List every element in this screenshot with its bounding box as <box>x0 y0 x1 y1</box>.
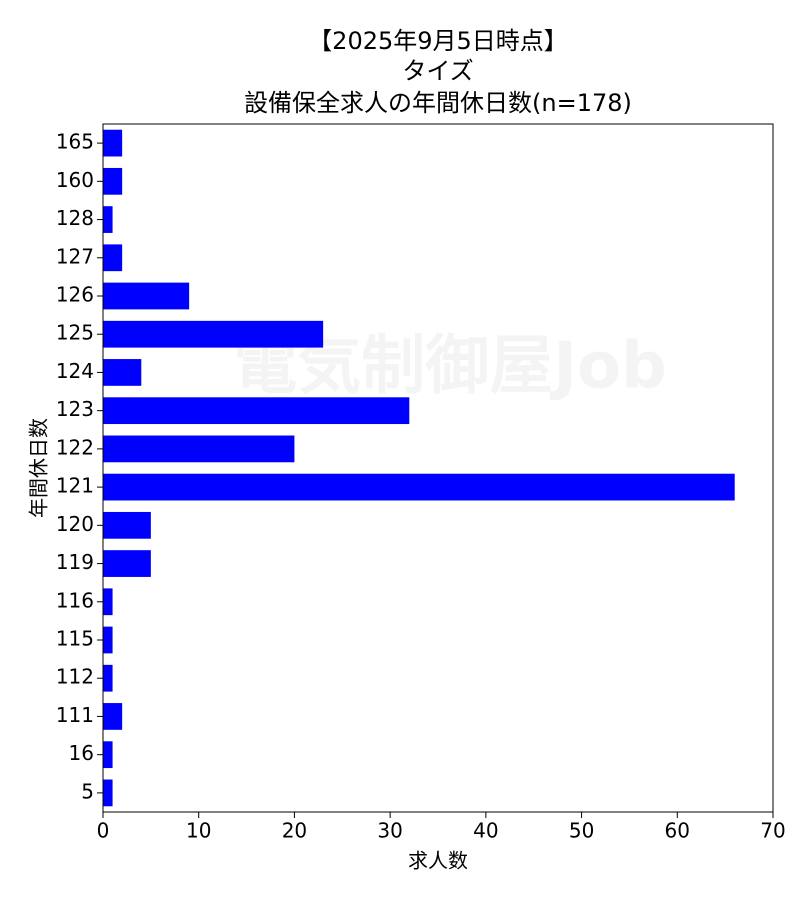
bar <box>103 397 410 425</box>
bar <box>103 435 295 463</box>
x-tick-label: 20 <box>282 819 307 843</box>
bar <box>103 129 123 157</box>
y-tick-label: 16 <box>69 741 94 765</box>
y-axis-label: 年間休日数 <box>27 418 51 518</box>
bar <box>103 359 142 386</box>
chart-title: 【2025年9月5日時点】 <box>308 27 568 55</box>
y-tick-label: 119 <box>56 550 94 574</box>
bar <box>103 511 151 539</box>
y-tick-label: 5 <box>81 779 94 803</box>
y-tick-label: 121 <box>56 474 94 498</box>
x-tick-label: 60 <box>665 819 690 843</box>
y-tick-label: 124 <box>56 359 94 383</box>
bar <box>103 206 113 233</box>
y-tick-label: 123 <box>56 397 94 421</box>
y-tick-label: 112 <box>56 665 94 689</box>
bar <box>103 167 123 195</box>
x-tick-label: 40 <box>473 819 498 843</box>
y-tick-label: 165 <box>56 130 94 154</box>
y-tick-label: 127 <box>56 244 94 268</box>
bar <box>103 320 324 348</box>
x-axis-label: 求人数 <box>408 849 468 873</box>
y-tick-label: 160 <box>56 168 94 192</box>
x-tick-label: 10 <box>186 819 211 843</box>
x-tick-label: 50 <box>569 819 594 843</box>
y-tick-label: 128 <box>56 206 94 230</box>
chart-title: 設備保全求人の年間休日数(n=178) <box>244 89 632 117</box>
y-tick-label: 120 <box>56 512 94 536</box>
bar <box>103 703 123 730</box>
bar <box>103 282 190 310</box>
y-tick-label: 125 <box>56 321 94 345</box>
bar <box>103 244 123 272</box>
bar <box>103 626 113 654</box>
bar <box>103 664 113 692</box>
bar <box>103 741 113 769</box>
plot-frame <box>102 123 774 813</box>
x-tick-label: 30 <box>377 819 402 843</box>
y-tick-label: 111 <box>56 703 94 727</box>
x-tick-label: 70 <box>760 819 785 843</box>
bar <box>103 779 113 807</box>
bar <box>103 588 113 616</box>
y-tick-label: 126 <box>56 283 94 307</box>
bar <box>103 473 735 501</box>
chart-title: タイズ <box>402 57 473 85</box>
y-tick-label: 116 <box>56 588 94 612</box>
x-tick-label: 0 <box>97 819 110 843</box>
bar <box>103 550 151 577</box>
y-tick-label: 122 <box>56 435 94 459</box>
y-tick-label: 115 <box>56 627 94 651</box>
